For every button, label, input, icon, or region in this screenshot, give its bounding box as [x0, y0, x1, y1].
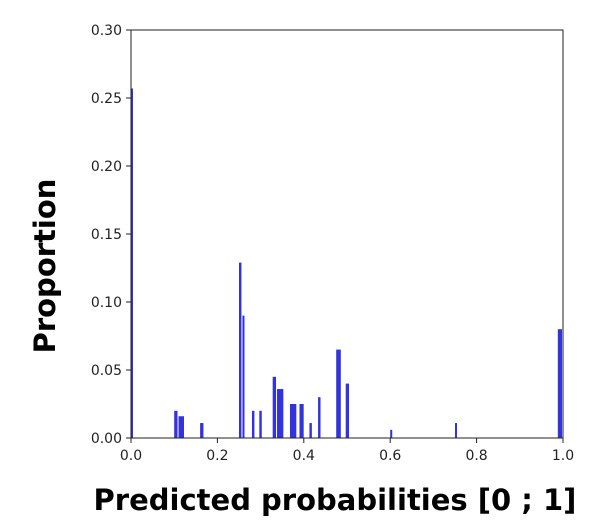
y-tick-label-5: 0.25	[91, 91, 122, 107]
y-tick-label-2: 0.10	[91, 295, 122, 311]
x-axis-title: Predicted probabilities [0 ; 1]	[94, 483, 577, 517]
histogram-bar-4	[239, 262, 242, 438]
y-tick-label-3: 0.15	[91, 227, 122, 243]
histogram-bar-6	[251, 410, 255, 438]
y-tick-label-4: 0.20	[91, 159, 122, 175]
y-axis-title: Proportion	[28, 179, 62, 354]
y-tick-label-1: 0.05	[91, 363, 122, 379]
histogram-bar-5	[242, 315, 245, 438]
histogram-bar-15	[345, 383, 350, 438]
histogram-bar-16	[390, 429, 393, 438]
histogram-bar-12	[309, 423, 312, 438]
histogram-bar-17	[455, 423, 458, 438]
histogram-bar-7	[259, 410, 262, 438]
histogram-bar-13	[318, 397, 321, 438]
histogram-bar-9	[277, 389, 284, 438]
histogram-bar-11	[299, 404, 304, 438]
x-tick-label-2: 0.4	[293, 448, 315, 464]
histogram-bar-0	[131, 88, 133, 438]
x-tick-label-4: 0.8	[465, 448, 487, 464]
histogram-bar-14	[336, 349, 341, 438]
histogram-bar-10	[289, 404, 297, 438]
histogram-bar-8	[272, 376, 277, 438]
x-tick-label-1: 0.2	[206, 448, 228, 464]
x-tick-label-0: 0.0	[120, 448, 142, 464]
y-axis-ticks: 0.00 0.05 0.10 0.15 0.20 0.25 0.30	[91, 23, 131, 447]
bars-group	[131, 88, 562, 438]
histogram-bar-18	[557, 329, 562, 438]
y-tick-label-0: 0.00	[91, 431, 122, 447]
plot-area-frame	[130, 29, 564, 439]
histogram-bar-3	[200, 423, 204, 438]
y-tick-label-6: 0.30	[91, 23, 122, 39]
x-tick-label-3: 0.6	[379, 448, 401, 464]
x-tick-label-5: 1.0	[552, 448, 574, 464]
histogram-bar-2	[178, 416, 184, 438]
histogram-bar-1	[174, 410, 178, 438]
x-axis-ticks: 0.0 0.2 0.4 0.6 0.8 1.0	[120, 438, 574, 464]
